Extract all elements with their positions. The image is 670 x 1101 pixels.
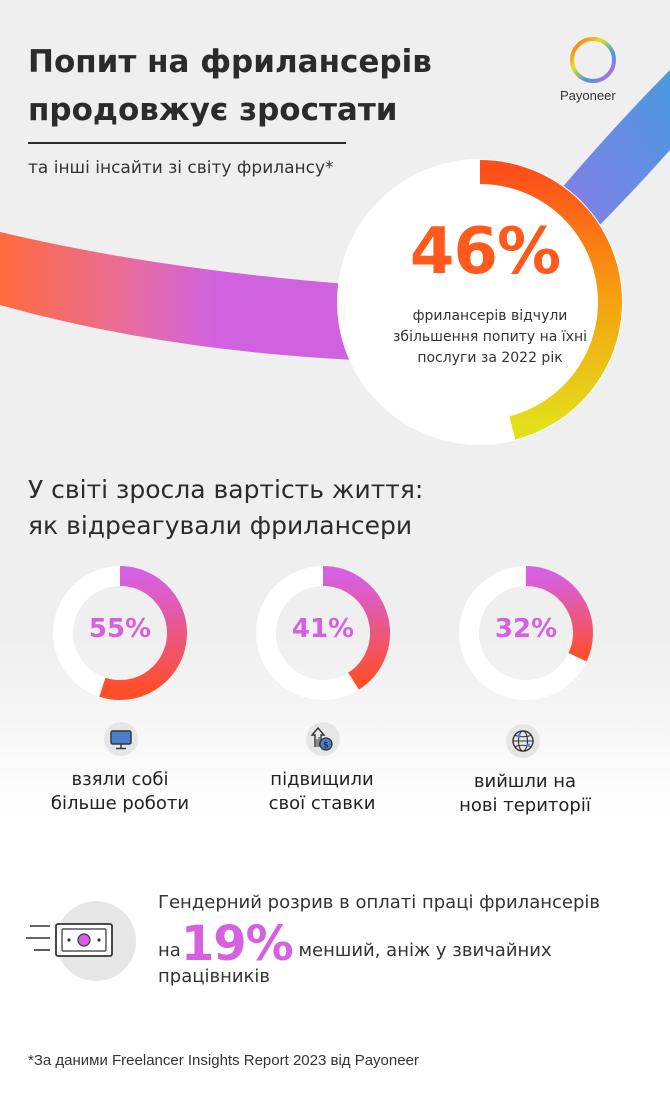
swoosh-left	[0, 232, 360, 360]
gender-gap-text-line-2: на19% менший, аніж у звичайних	[158, 916, 552, 972]
stat-label-3-line-1: вийшли на	[473, 771, 577, 792]
hero-percent: 46%	[409, 215, 561, 289]
donut-arc	[525, 566, 593, 662]
hero-ring-arc	[479, 160, 622, 440]
gender-gap-text-line-3: працівників	[158, 966, 271, 987]
section-heading-line-1: У світі зросла вартість життя:	[28, 475, 424, 504]
hero-ring-track	[350, 172, 610, 432]
section-heading: У світі зросла вартість життя: як відреа…	[28, 472, 423, 544]
globe-icon-badge	[506, 724, 540, 758]
stat-label-3-line-2: нові території	[459, 795, 591, 816]
donut-chart-2	[256, 566, 390, 700]
title-line-1: Попит на фрилансерів	[28, 44, 432, 80]
monitor-icon	[110, 730, 132, 750]
stat-label-1-line-1: взяли собі	[71, 769, 169, 790]
gender-gap-percent: 19%	[180, 916, 294, 972]
rate-increase-icon: $	[310, 726, 333, 751]
donut-percent-3: 32%	[494, 614, 558, 644]
swoosh-blue	[560, 70, 670, 240]
stat-label-2: підвищили свої ставки	[222, 768, 422, 816]
donut-chart-3	[459, 566, 593, 700]
gender-gap-text-line-1: Гендерний розрив в оплаті праці фрилансе…	[158, 892, 600, 913]
rate-increase-icon-badge: $	[306, 722, 340, 756]
donut-percent-2: 41%	[291, 614, 355, 644]
payoneer-logo-text: Payoneer	[560, 88, 616, 103]
page-subtitle: та інші інсайти зі світу фрилансу*	[28, 158, 334, 178]
donut-percent-1: 55%	[88, 614, 152, 644]
stat-label-1-line-2: більше роботи	[50, 793, 190, 814]
footnote: *За даними Freelancer Insights Report 20…	[28, 1052, 419, 1069]
donut-arc	[322, 566, 390, 690]
stat-label-1: взяли собі більше роботи	[20, 768, 220, 816]
stat-label-3: вийшли на нові території	[425, 770, 625, 818]
gender-gap-suffix: менший, аніж у звичайних	[298, 940, 552, 961]
page-title: Попит на фрилансерів продовжує зростати	[28, 38, 458, 134]
donut-chart-1	[53, 566, 187, 700]
title-divider	[28, 142, 346, 144]
hero-description: фрилансерів відчули збільшення попиту на…	[392, 308, 588, 366]
monitor-icon-badge	[104, 722, 138, 756]
svg-text:$: $	[323, 741, 329, 751]
stat-label-2-line-2: свої ставки	[268, 793, 376, 814]
globe-icon	[512, 730, 534, 752]
payoneer-logo-ring	[570, 37, 616, 83]
donut-arc	[99, 566, 187, 700]
stat-label-2-line-1: підвищили	[270, 769, 374, 790]
gender-gap-prefix: на	[158, 940, 181, 961]
section-heading-line-2: як відреагували фрилансери	[28, 511, 413, 540]
money-bill-icon	[26, 901, 136, 981]
title-line-2: продовжує зростати	[28, 92, 398, 128]
